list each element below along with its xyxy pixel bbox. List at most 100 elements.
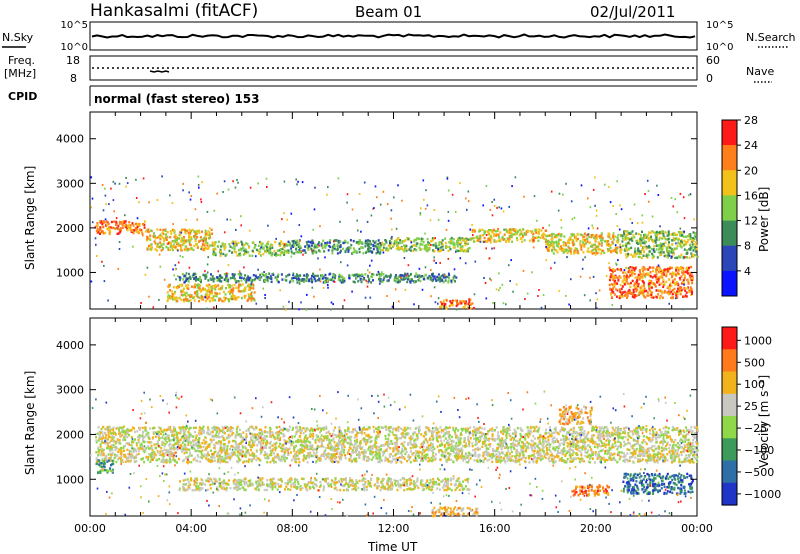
scatter-cell <box>464 427 467 430</box>
scatter-cell <box>682 295 684 298</box>
scatter-cell <box>586 433 589 436</box>
scatter-cell <box>388 275 391 278</box>
scatter-cell <box>632 267 635 270</box>
scatter-cell <box>625 266 628 270</box>
scatter-cell <box>161 458 164 462</box>
scatter-cell <box>433 286 436 289</box>
scatter-cell <box>584 440 587 444</box>
scatter-cell <box>182 239 185 242</box>
scatter-cell <box>651 256 654 260</box>
scatter-cell <box>576 437 579 441</box>
scatter-cell <box>399 241 401 245</box>
scatter-cell <box>107 431 110 434</box>
scatter-cell <box>478 237 481 240</box>
scatter-cell <box>440 305 443 308</box>
scatter-cell <box>380 243 383 247</box>
scatter-cell <box>244 274 247 277</box>
scatter-cell <box>619 251 622 254</box>
scatter-cell <box>99 443 102 446</box>
scatter-cell <box>327 249 330 252</box>
scatter-cell <box>311 249 313 252</box>
scatter-cell <box>420 456 423 459</box>
scatter-cell <box>677 267 680 270</box>
scatter-cell <box>663 289 666 293</box>
scatter-cell <box>279 251 282 255</box>
scatter-cell <box>209 244 212 247</box>
scatter-cell <box>283 249 286 253</box>
scatter-cell <box>591 224 594 227</box>
scatter-cell <box>233 283 236 287</box>
scatter-cell <box>454 210 457 213</box>
scatter-cell <box>612 232 615 235</box>
scatter-cell <box>524 456 527 460</box>
scatter-cell <box>637 242 639 245</box>
scatter-cell <box>635 294 638 297</box>
scatter-cell <box>667 292 670 296</box>
scatter-cell <box>260 245 263 248</box>
scatter-cell <box>668 233 671 237</box>
scatter-cell <box>641 454 644 457</box>
scatter-cell <box>666 256 669 259</box>
scatter-cell <box>628 247 630 250</box>
scatter-cell <box>358 193 361 195</box>
scatter-cell <box>393 277 396 281</box>
scatter-cell <box>397 425 400 429</box>
scatter-cell <box>681 233 684 237</box>
nsky-trace <box>91 33 696 39</box>
scatter-cell <box>382 278 385 281</box>
scatter-cell <box>495 453 498 456</box>
scatter-cell <box>471 302 474 305</box>
scatter-cell <box>572 459 575 462</box>
scatter-cell <box>258 250 261 254</box>
scatter-cell <box>481 442 484 445</box>
scatter-cell <box>197 283 200 286</box>
scatter-cell <box>327 286 329 289</box>
scatter-cell <box>403 457 406 461</box>
scatter-cell <box>514 233 517 236</box>
scatter-cell <box>206 297 209 301</box>
scatter-cell <box>440 431 443 434</box>
scatter-cell <box>369 246 372 250</box>
scatter-cell <box>282 246 285 249</box>
scatter-cell <box>583 238 586 242</box>
scatter-cell <box>404 247 406 250</box>
scatter-cell <box>468 300 471 304</box>
scatter-cell <box>318 277 321 280</box>
scatter-cell <box>241 440 244 443</box>
scatter-cell <box>257 276 260 279</box>
scatter-cell <box>529 429 531 432</box>
scatter-cell <box>689 276 692 279</box>
scatter-cell <box>654 285 657 288</box>
scatter-cell <box>444 274 446 277</box>
scatter-cell <box>633 293 636 297</box>
scatter-cell <box>691 290 694 294</box>
scatter-cell <box>314 441 317 444</box>
scatter-cell <box>141 445 144 448</box>
scatter-cell <box>677 241 680 245</box>
scatter-cell <box>275 237 277 240</box>
scatter-cell <box>633 236 636 239</box>
scatter-cell <box>237 272 240 276</box>
scatter-cell <box>468 298 471 301</box>
scatter-cell <box>423 198 425 201</box>
scatter-cell <box>541 234 543 237</box>
scatter-cell <box>467 190 470 193</box>
scatter-cell <box>394 276 397 279</box>
scatter-cell <box>231 241 234 244</box>
scatter-cell <box>640 449 643 453</box>
scatter-cell <box>587 233 589 236</box>
scatter-cell <box>382 248 384 252</box>
scatter-cell <box>487 454 489 457</box>
scatter-cell <box>536 219 538 222</box>
scatter-cell <box>378 245 381 248</box>
scatter-cell <box>476 239 479 242</box>
scatter-cell <box>672 205 674 208</box>
scatter-cell <box>595 237 598 240</box>
scatter-cell <box>568 238 571 241</box>
scatter-cell <box>158 453 161 456</box>
scatter-cell <box>671 255 673 258</box>
scatter-cell <box>434 277 437 281</box>
scatter-cell <box>339 441 342 444</box>
scatter-cell <box>415 242 418 245</box>
scatter-cell <box>288 281 291 284</box>
